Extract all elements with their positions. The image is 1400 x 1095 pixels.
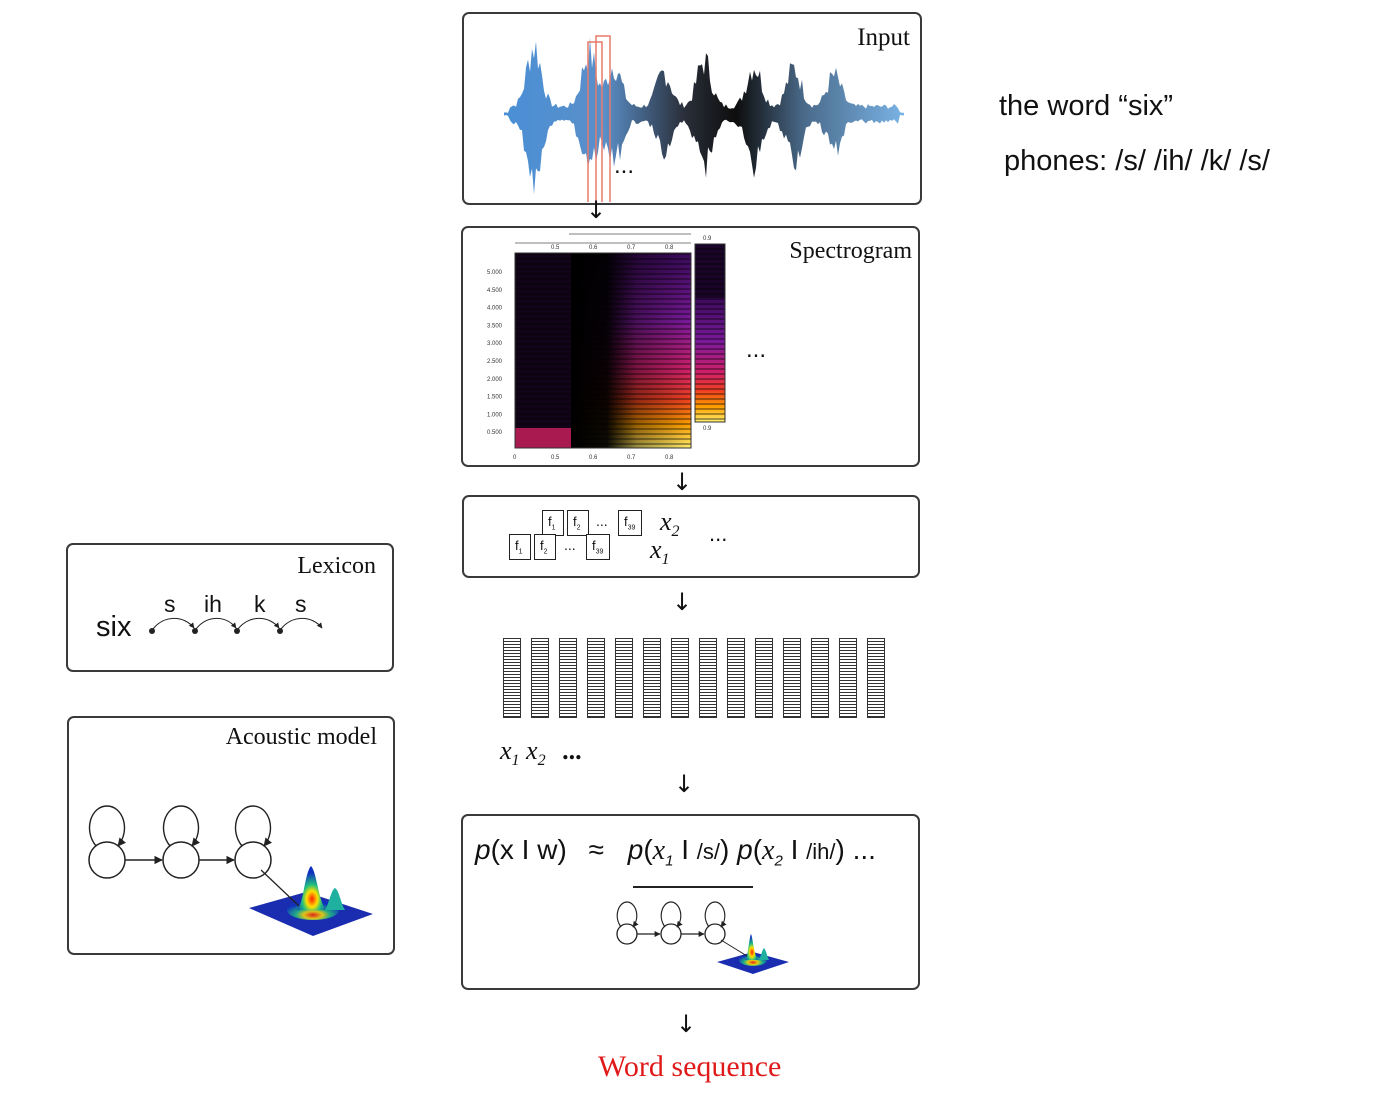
- y-tick-label: 5.000: [487, 270, 503, 276]
- feature-vector: [755, 638, 773, 718]
- feature-f2: f2: [534, 534, 556, 560]
- flow-arrow-5: ↓: [676, 1010, 697, 1038]
- feature-vector-box: f1 f2 ... f39 f1 f2 ... f39 x2 x1 ...: [462, 495, 920, 578]
- feature-vector: [811, 638, 829, 718]
- y-tick-label: 1.500: [487, 395, 503, 401]
- x-tick-label: 0.7: [627, 455, 636, 461]
- annotation-phones: phones: /s/ /ih/ /k/ /s/: [1004, 145, 1270, 177]
- feature-vector: [699, 638, 717, 718]
- feature-vector: [503, 638, 521, 718]
- feature-vector: [615, 638, 633, 718]
- y-tick-label: 3.500: [487, 323, 503, 329]
- likelihood-divider: [633, 886, 753, 888]
- lexicon-phone: k: [254, 591, 266, 617]
- flow-arrow-4: ↓: [674, 770, 695, 798]
- hmm-state-3: [234, 805, 273, 879]
- frame-window-1: [587, 41, 603, 202]
- y-tick-label: 4.500: [487, 288, 503, 294]
- lexicon-chain: [149, 617, 323, 634]
- input-box: Input ...: [462, 12, 922, 205]
- spectrogram-title: Spectrogram: [789, 238, 912, 264]
- feature-vector: [531, 638, 549, 718]
- top-tick-label: 0.8: [665, 245, 674, 251]
- lexicon-box: Lexicon six s ih k s: [66, 543, 394, 672]
- feature-vector: [671, 638, 689, 718]
- feature-ellipsis: ...: [709, 521, 728, 546]
- flow-arrow-3: ↓: [672, 588, 693, 616]
- hmm-state-3: [704, 901, 727, 945]
- feature-label-x2: x2: [660, 507, 680, 541]
- acoustic-model-title: Acoustic model: [225, 724, 377, 750]
- feature-vector: [587, 638, 605, 718]
- hmm-state-1: [88, 805, 127, 879]
- sequence-ellipsis: ...: [562, 736, 582, 765]
- top-tick-label: 0.6: [589, 245, 598, 251]
- feature-vector: [783, 638, 801, 718]
- input-title: Input: [857, 24, 910, 51]
- x-tick-label: 0.6: [589, 455, 598, 461]
- flow-arrow-2: ↓: [672, 468, 693, 496]
- lexicon-phone: ih: [204, 591, 222, 617]
- x-tick-label: 0: [513, 455, 517, 461]
- y-tick-label: 4.000: [487, 306, 503, 312]
- acoustic-model-box: Acoustic model: [67, 716, 395, 955]
- feature-f1: f1: [542, 510, 564, 536]
- input-ellipsis: ...: [614, 152, 635, 179]
- gaussian-mixture-plot: [717, 934, 789, 974]
- annotation-word: the word “six”: [999, 90, 1174, 122]
- feature-f39: f39: [586, 534, 610, 560]
- spectrogram-second-bottom-tick: 0.9: [703, 426, 712, 432]
- spectrogram-image: 5.000 4.500 4.000 3.500 3.000 2.500 2.000 1.500…: [487, 233, 726, 461]
- top-tick-label: 0.5: [551, 245, 560, 251]
- likelihood-box: p(x I w) ≈ p(x1 I /s/) p(x2 I /ih/) ...: [461, 814, 920, 990]
- frame-window-2: [595, 35, 611, 202]
- feature-vector: [839, 638, 857, 718]
- top-tick-label: 0.7: [627, 245, 636, 251]
- feature-label-x1: x1: [650, 535, 670, 569]
- spectrogram-ellipsis: ...: [746, 336, 767, 363]
- lexicon-word: six: [96, 611, 132, 643]
- flow-arrow-1: ↓: [586, 196, 607, 224]
- y-tick-label: 2.000: [487, 377, 503, 383]
- y-tick-label: 3.000: [487, 341, 503, 347]
- hmm-state-2: [660, 901, 683, 945]
- spectrogram-top-ticks: 0.5 0.6 0.7 0.8: [551, 245, 674, 251]
- hmm-diagram: [88, 805, 373, 936]
- feature-f1: f1: [509, 534, 531, 560]
- likelihood-equation: p(x I w) ≈ p(x1 I /s/) p(x2 I /ih/) ...: [475, 834, 876, 870]
- output-word-sequence: Word sequence: [598, 1050, 782, 1083]
- lexicon-title: Lexicon: [297, 553, 376, 579]
- x-tick-label: 0.8: [665, 455, 674, 461]
- feature-vector: [867, 638, 885, 718]
- lexicon-phone: s: [164, 591, 176, 617]
- feature-f39: f39: [618, 510, 642, 536]
- y-tick-label: 0.500: [487, 430, 503, 436]
- x-tick-label: 0.5: [551, 455, 560, 461]
- lexicon-phone: s: [295, 591, 307, 617]
- feature-vector: [559, 638, 577, 718]
- spectrogram-box: Spectrogram: [461, 226, 920, 467]
- sequence-labels: x1 x2 ...: [500, 736, 582, 770]
- feature-vector: [643, 638, 661, 718]
- feature-dots: ...: [596, 513, 608, 529]
- waveform: [504, 35, 904, 202]
- gaussian-mixture-plot: [249, 866, 373, 936]
- hmm-state-2: [162, 805, 201, 879]
- feature-dots: ...: [564, 537, 576, 553]
- y-tick-label: 2.500: [487, 359, 503, 365]
- feature-f2: f2: [567, 510, 589, 536]
- hmm-state-1: [616, 901, 639, 945]
- spectrogram-y-ticks: 5.000 4.500 4.000 3.500 3.000 2.500 2.000 1.500…: [487, 270, 503, 436]
- mini-hmm-diagram: [616, 901, 789, 974]
- feature-vector: [727, 638, 745, 718]
- spectrogram-x-ticks: 0 0.5 0.6 0.7 0.8: [513, 455, 674, 461]
- spectrogram-second-top-tick: 0.9: [703, 236, 712, 242]
- y-tick-label: 1.000: [487, 412, 503, 418]
